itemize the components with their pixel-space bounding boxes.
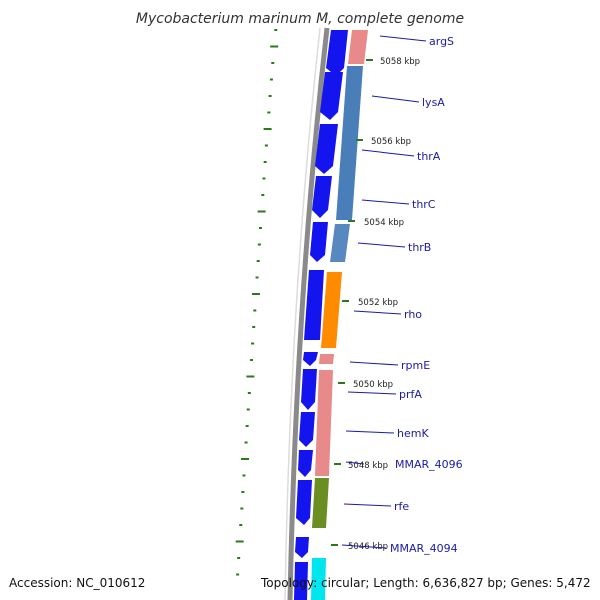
genome-backbone-inner bbox=[284, 27, 321, 600]
scale-label: 5048 kbp bbox=[348, 461, 388, 471]
gene-arrow bbox=[320, 72, 343, 120]
gene-block bbox=[348, 30, 368, 64]
scale-label: 5056 kbp bbox=[371, 137, 411, 147]
gene-arrow bbox=[303, 352, 318, 366]
gene-label: prfA bbox=[399, 388, 422, 401]
gene-arrow bbox=[315, 124, 338, 174]
scale-label: 5052 kbp bbox=[358, 298, 398, 308]
gene-arrow bbox=[304, 270, 324, 340]
map-title: Mycobacterium marinum M, complete genome bbox=[136, 11, 464, 27]
gene-block bbox=[321, 272, 342, 348]
gene-arrow bbox=[295, 537, 309, 558]
gene-block bbox=[330, 224, 350, 262]
gene-label: thrB bbox=[408, 241, 431, 254]
gene-arrow bbox=[298, 450, 313, 477]
genome-summary: Topology: circular; Length: 6,636,827 bp… bbox=[260, 576, 591, 590]
gene-label: MMAR_4096 bbox=[395, 458, 463, 471]
gene-label: hemK bbox=[397, 427, 429, 440]
gene-arrow bbox=[301, 369, 317, 410]
gene-block bbox=[319, 354, 334, 364]
gene-label: rpmE bbox=[401, 359, 430, 372]
gene-label: lysA bbox=[422, 96, 445, 109]
gene-arrow bbox=[299, 412, 315, 447]
gene-label: MMAR_4094 bbox=[390, 542, 458, 555]
forward-strand-track bbox=[294, 30, 348, 600]
scale-label: 5058 kbp bbox=[380, 57, 420, 67]
gene-label: thrC bbox=[412, 198, 436, 211]
gene-arrow bbox=[294, 562, 308, 600]
gene-block bbox=[336, 66, 363, 220]
gene-label-lines bbox=[341, 35, 427, 549]
gc-content-track bbox=[235, 29, 279, 576]
gene-block bbox=[315, 370, 333, 476]
gene-label: rfe bbox=[394, 500, 409, 513]
gene-block bbox=[312, 478, 329, 528]
gene-label: rho bbox=[404, 308, 422, 321]
genome-backbone bbox=[287, 27, 330, 600]
scale-label: 5050 kbp bbox=[353, 380, 393, 390]
gene-labels: argS lysA thrA thrC thrB rho rpmE prfA h… bbox=[390, 35, 463, 555]
gene-label: argS bbox=[429, 35, 454, 48]
gene-arrow bbox=[326, 30, 348, 76]
gene-block bbox=[311, 558, 326, 600]
gene-arrow bbox=[312, 176, 332, 218]
gene-arrow bbox=[296, 480, 312, 525]
scale-label: 5054 kbp bbox=[364, 218, 404, 228]
gene-arrow bbox=[310, 222, 328, 262]
cog-category-track bbox=[311, 30, 368, 600]
gene-label: thrA bbox=[417, 150, 441, 163]
accession-label: Accession: NC_010612 bbox=[9, 576, 145, 590]
